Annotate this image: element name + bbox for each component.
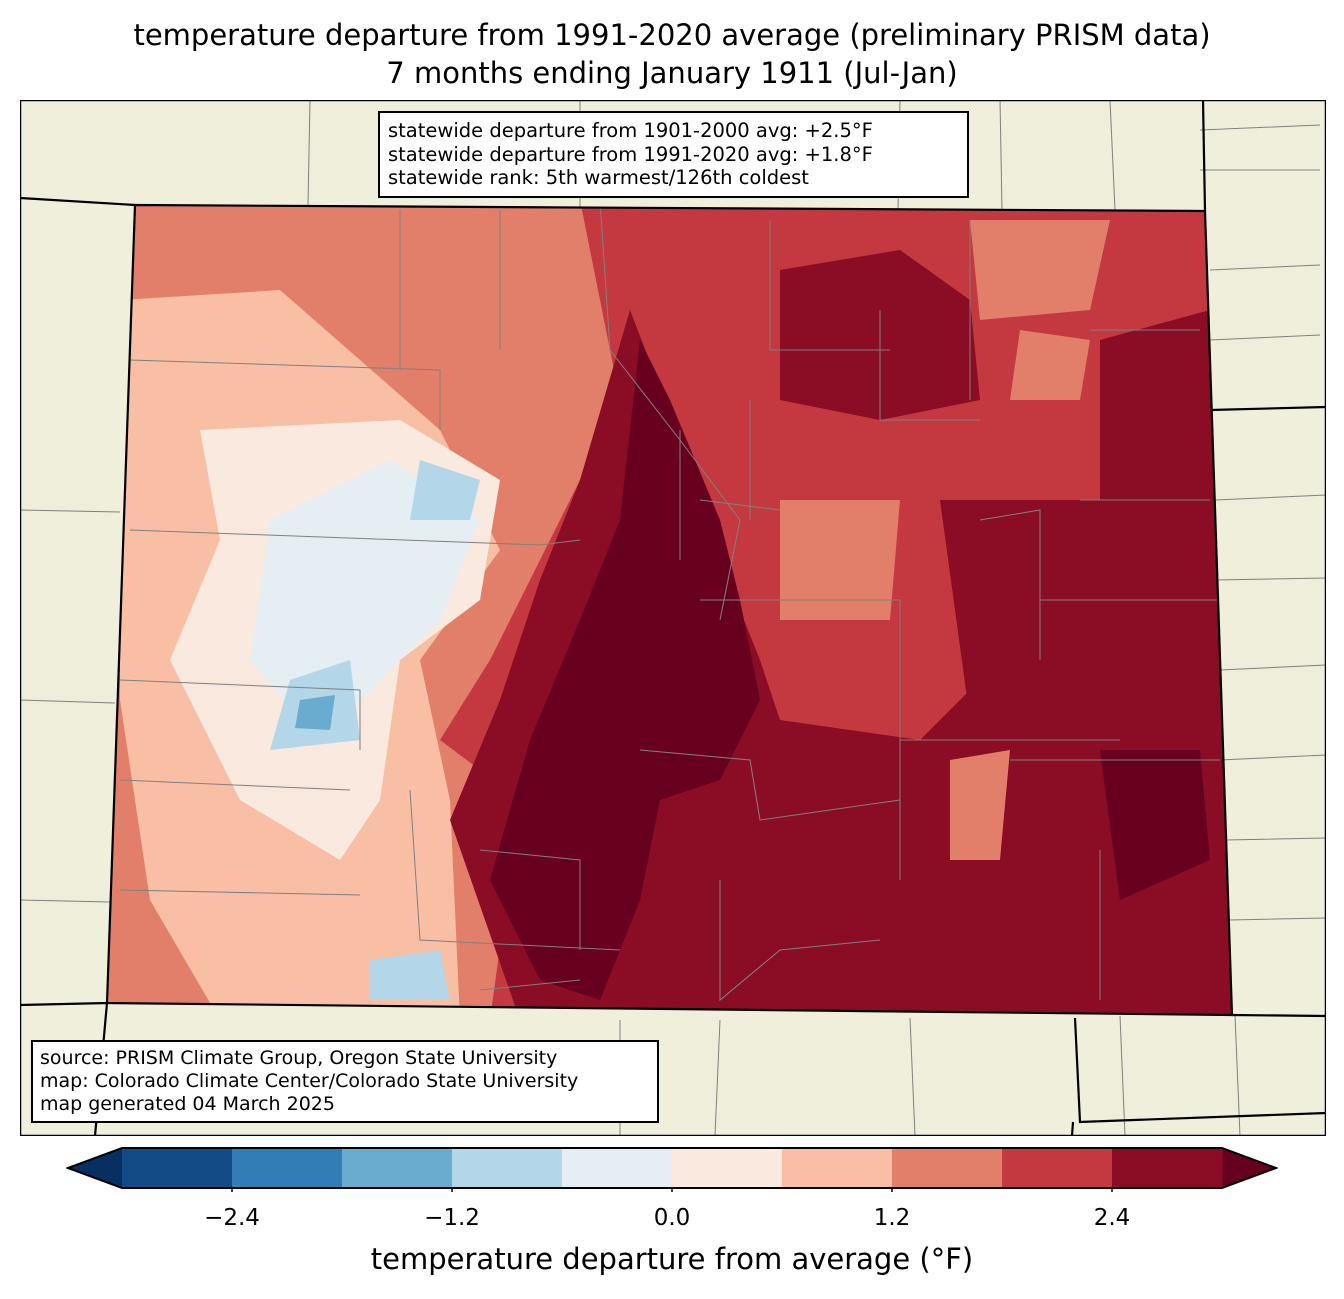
colorado-temperature-map: [20, 100, 1326, 1136]
colorbar-tick-label: 2.4: [1093, 1205, 1131, 1231]
contour-east-2p4: [780, 250, 1232, 720]
stats-line-1901-2000: statewide departure from 1901-2000 avg: …: [388, 119, 873, 142]
colorbar-segment: [452, 1148, 563, 1188]
colorbar-segment: [672, 1148, 783, 1188]
colorbar-segment: [232, 1148, 343, 1188]
colorbar-over-arrow: [1222, 1148, 1276, 1188]
generated-date-line: map generated 04 March 2025: [40, 1093, 335, 1115]
colorbar-tick-label: 1.2: [873, 1205, 911, 1231]
contour-west-0p0: [250, 460, 480, 740]
colorbar-segment: [782, 1148, 893, 1188]
state-boundaries: [20, 100, 1326, 1136]
stats-line-1991-2020: statewide departure from 1991-2020 avg: …: [388, 142, 873, 166]
colorbar: [66, 1147, 1278, 1192]
contour-west-neg1p2: [295, 400, 635, 730]
neighbor-state-borders: [20, 100, 1326, 1136]
contour-plains-1p8: [780, 500, 1010, 860]
colorbar-label: temperature departure from average (°F): [370, 1242, 974, 1276]
map-credit-line: map: Colorado Climate Center/Colorado St…: [40, 1070, 579, 1092]
contour-over-3p0: [490, 340, 1210, 1000]
colorbar-segment: [342, 1148, 453, 1188]
colorbar-under-arrow: [68, 1148, 122, 1188]
colorbar-outline: [66, 1147, 1278, 1189]
temperature-contours: [107, 205, 1232, 1015]
stats-line-rank: statewide rank: 5th warmest/126th coldes…: [388, 166, 809, 189]
map-frame: [20, 100, 1326, 1136]
map-title: temperature departure from 1991-2020 ave…: [133, 18, 1211, 52]
colorbar-segment: [892, 1148, 1003, 1188]
colorbar-segment: [1002, 1148, 1113, 1188]
colorbar-tick-label: −1.2: [424, 1205, 480, 1231]
colorbar-tick-label: 0.0: [653, 1205, 691, 1231]
statewide-stats-box: statewide departure from 1901-2000 avg: …: [378, 111, 969, 198]
contour-west-neg0p6: [270, 460, 480, 1000]
colorbar-segment: [562, 1148, 673, 1188]
map-subtitle: 7 months ending January 1911 (Jul-Jan): [386, 56, 958, 90]
county-lines: [119, 205, 1220, 1002]
source-box: source: PRISM Climate Group, Oregon Stat…: [31, 1040, 659, 1123]
colorbar-tick-label: −2.4: [204, 1205, 260, 1231]
source-line: source: PRISM Climate Group, Oregon Stat…: [40, 1047, 558, 1069]
colorbar-segment: [1112, 1148, 1223, 1188]
contour-east-1p8: [970, 220, 1110, 400]
colorbar-segment: [122, 1148, 233, 1188]
